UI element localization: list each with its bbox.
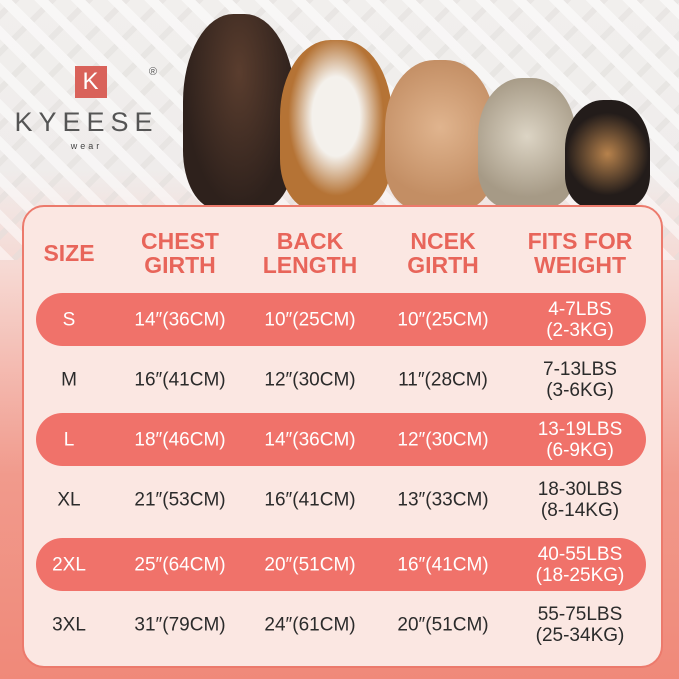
column-header: FITS FOR WEIGHT xyxy=(528,229,633,277)
header-text: WEIGHT xyxy=(534,252,626,278)
cell-chest: 14″(36CM) xyxy=(134,309,226,330)
table-row: M 16″(41CM) 12″(30CM) 11″(28CM) 7-13LBS (3-6K… xyxy=(36,353,646,406)
cell-chest: 18″(46CM) xyxy=(134,429,226,450)
cell-back: 16″(41CM) xyxy=(264,489,356,510)
size-table: SIZE CHEST GIRTH BACK LENGTH NCEK GIRTH FITS FO… xyxy=(22,205,663,668)
cell-back: 10″(25CM) xyxy=(264,309,356,330)
header-text: BACK xyxy=(276,228,344,254)
table-row: XL 21″(53CM) 16″(41CM) 13″(33CM) 18-30LBS (8-… xyxy=(36,473,646,526)
cell-size: XL xyxy=(57,489,81,510)
brand-logo: ® K KYEESE wear xyxy=(14,66,159,151)
header-text: GIRTH xyxy=(144,252,216,278)
header-text: SIZE xyxy=(43,240,95,266)
column-header: CHEST GIRTH xyxy=(141,229,219,277)
registered-mark: ® xyxy=(148,66,157,78)
cell-back: 14″(36CM) xyxy=(264,429,356,450)
header-text: CHEST xyxy=(141,228,219,254)
weight-lbs: 40-55LBS xyxy=(537,543,623,565)
cell-size: M xyxy=(61,369,77,390)
weight-lbs: 13-19LBS xyxy=(537,418,623,440)
cell-neck: 12″(30CM) xyxy=(397,429,489,450)
cell-size: 2XL xyxy=(52,554,86,575)
table-row: 3XL 31″(79CM) 24″(61CM) 20″(51CM) 55-75LBS (2… xyxy=(36,598,646,651)
cell-back: 24″(61CM) xyxy=(264,614,356,635)
header-text: LENGTH xyxy=(262,252,358,278)
column-header: SIZE xyxy=(43,241,94,265)
weight-lbs: 4-7LBS xyxy=(548,298,612,320)
cell-size: S xyxy=(62,309,76,330)
cell-back: 20″(51CM) xyxy=(264,554,356,575)
header-text: NCEK xyxy=(410,228,476,254)
weight-lbs: 55-75LBS xyxy=(537,603,623,625)
cell-neck: 11″(28CM) xyxy=(398,369,488,390)
weight-lbs: 7-13LBS xyxy=(543,358,617,380)
cell-size: L xyxy=(63,429,75,450)
header-text: FITS FOR xyxy=(527,228,633,254)
weight-kg: (18-25KG) xyxy=(535,564,625,586)
brand-sub: wear xyxy=(70,141,103,151)
cell-weight: 40-55LBS (18-25KG) xyxy=(536,544,625,586)
cell-chest: 31″(79CM) xyxy=(134,614,226,635)
weight-kg: (25-34KG) xyxy=(535,624,625,646)
beagle-photo xyxy=(280,40,392,210)
cell-weight: 55-75LBS (25-34KG) xyxy=(536,604,625,646)
cell-neck: 16″(41CM) xyxy=(397,554,489,575)
header-text: GIRTH xyxy=(407,252,479,278)
cell-chest: 21″(53CM) xyxy=(134,489,226,510)
poodle-photo xyxy=(385,60,495,210)
cell-weight: 7-13LBS (3-6KG) xyxy=(543,359,617,401)
cell-neck: 10″(25CM) xyxy=(397,309,489,330)
table-row: L 18″(46CM) 14″(36CM) 12″(30CM) 13-19LBS (6-9… xyxy=(36,413,646,466)
weight-kg: (6-9KG) xyxy=(546,439,614,461)
weight-kg: (8-14KG) xyxy=(540,499,620,521)
cell-weight: 13-19LBS (6-9KG) xyxy=(538,419,623,461)
cell-neck: 13″(33CM) xyxy=(397,489,489,510)
cell-weight: 18-30LBS (8-14KG) xyxy=(538,479,623,521)
logo-mark: K xyxy=(74,66,107,98)
cell-size: 3XL xyxy=(52,614,86,635)
chihuahua-photo xyxy=(565,100,650,208)
cell-weight: 4-7LBS (2-3KG) xyxy=(546,299,614,341)
cell-chest: 16″(41CM) xyxy=(134,369,226,390)
column-header: NCEK GIRTH xyxy=(407,229,479,277)
schnauzer-photo xyxy=(478,78,576,208)
brand-name: KYEESE xyxy=(14,107,159,137)
cell-neck: 20″(51CM) xyxy=(397,614,489,635)
weight-kg: (3-6KG) xyxy=(546,379,614,401)
weight-kg: (2-3KG) xyxy=(546,319,614,341)
cell-back: 12″(30CM) xyxy=(264,369,356,390)
table-row: S 14″(36CM) 10″(25CM) 10″(25CM) 4-7LBS (2-3KG… xyxy=(36,293,646,346)
cell-chest: 25″(64CM) xyxy=(134,554,226,575)
doberman-photo xyxy=(183,14,295,209)
column-header: BACK LENGTH xyxy=(263,229,358,277)
table-row: 2XL 25″(64CM) 20″(51CM) 16″(41CM) 40-55LBS (1… xyxy=(36,538,646,591)
weight-lbs: 18-30LBS xyxy=(537,478,623,500)
